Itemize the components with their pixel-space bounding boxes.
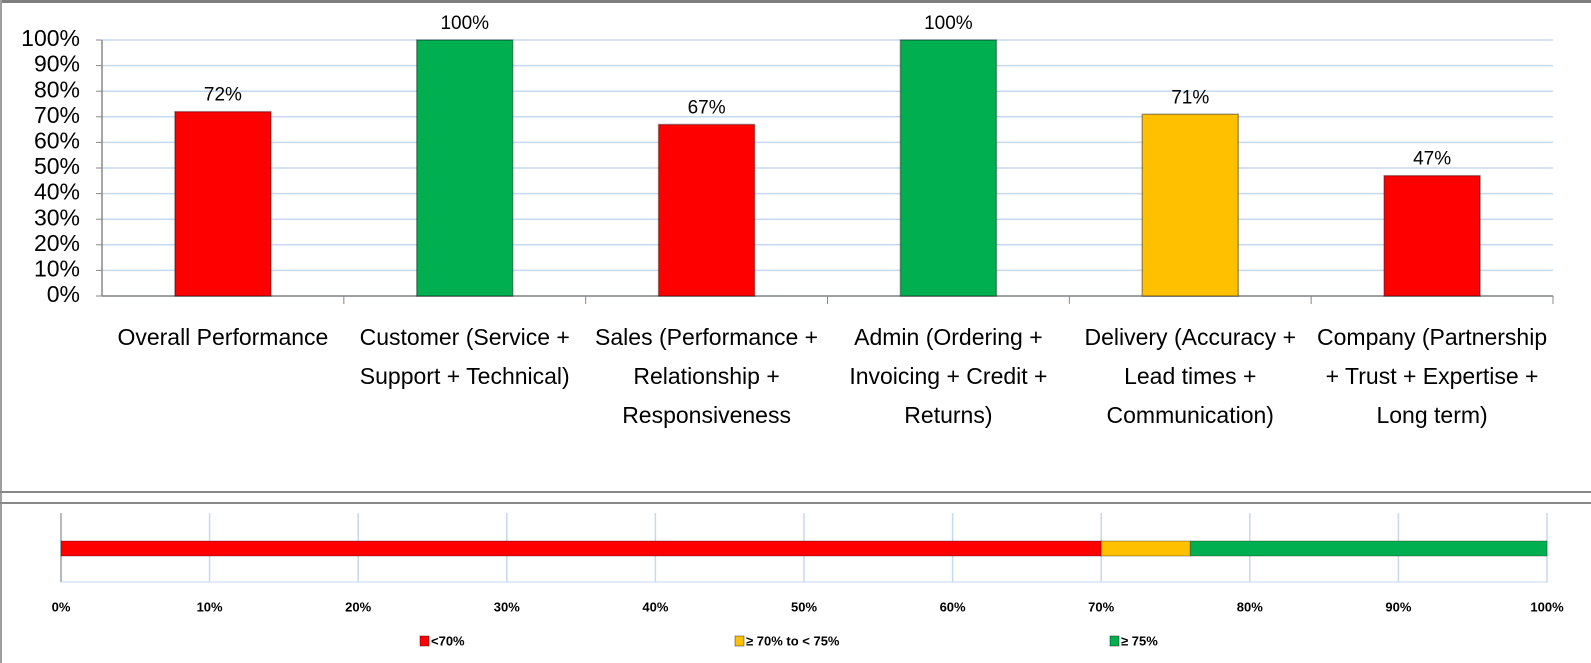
bar — [657, 123, 756, 297]
data-label: 72% — [204, 85, 242, 106]
data-label: 71% — [1171, 87, 1209, 108]
data-label: 100% — [440, 13, 489, 34]
x-tick-label: Delivery (Accuracy + Lead times + Commun… — [1084, 324, 1297, 428]
legend-swatch — [734, 635, 745, 647]
y-tick-label: 100% — [21, 25, 80, 51]
x-tick-label: 80% — [1237, 599, 1263, 614]
y-tick-label: 70% — [34, 102, 80, 128]
y-tick-label: 80% — [34, 76, 80, 102]
x-tick-label: 90% — [1385, 599, 1411, 614]
y-tick-label: 10% — [34, 255, 80, 281]
x-tick-label: 40% — [642, 599, 668, 614]
x-tick-label: 100% — [1530, 599, 1564, 614]
bar — [174, 110, 272, 297]
legend-label: <70% — [431, 633, 465, 648]
y-tick-label: 90% — [34, 51, 80, 77]
legend-swatch — [1109, 635, 1120, 647]
y-tick-label: 0% — [47, 281, 80, 307]
x-tick-label: Overall Performance — [117, 324, 329, 350]
y-tick-label: 60% — [34, 127, 80, 153]
data-label: 47% — [1413, 149, 1451, 170]
x-tick-label: 60% — [940, 599, 966, 614]
x-tick-label: Admin (Ordering + Invoicing + Credit + R… — [849, 324, 1048, 428]
y-tick-label: 40% — [34, 179, 80, 205]
x-tick-label: 50% — [791, 599, 817, 614]
bar-segment — [1189, 540, 1548, 557]
bar-segment — [60, 540, 1102, 557]
x-tick-label: 20% — [345, 599, 371, 614]
data-label: 67% — [688, 97, 726, 118]
y-tick-label: 50% — [34, 153, 80, 179]
bar — [1141, 113, 1239, 297]
legend-label: ≥ 75% — [1121, 633, 1158, 648]
bar — [416, 39, 514, 297]
left-border — [0, 0, 2, 663]
top-border — [0, 0, 1591, 3]
legend-swatch — [419, 635, 430, 647]
y-tick-label: 20% — [34, 230, 80, 256]
x-tick-label: 70% — [1088, 599, 1114, 614]
x-tick-label: 30% — [494, 599, 520, 614]
bar — [1383, 174, 1481, 297]
legend-label: ≥ 70% to < 75% — [746, 633, 840, 648]
bar — [899, 39, 998, 297]
data-label: 100% — [924, 13, 973, 34]
x-tick-label: Customer (Service + Support + Technical) — [359, 324, 570, 389]
x-tick-label: Company (Partnership + Trust + Expertise… — [1317, 324, 1548, 428]
y-tick-label: 30% — [34, 204, 80, 230]
x-tick-label: 0% — [52, 599, 71, 614]
bar-segment — [1100, 540, 1191, 557]
x-tick-label: 10% — [197, 599, 223, 614]
x-tick-label: Sales (Performance + Relationship + Resp… — [595, 324, 819, 428]
